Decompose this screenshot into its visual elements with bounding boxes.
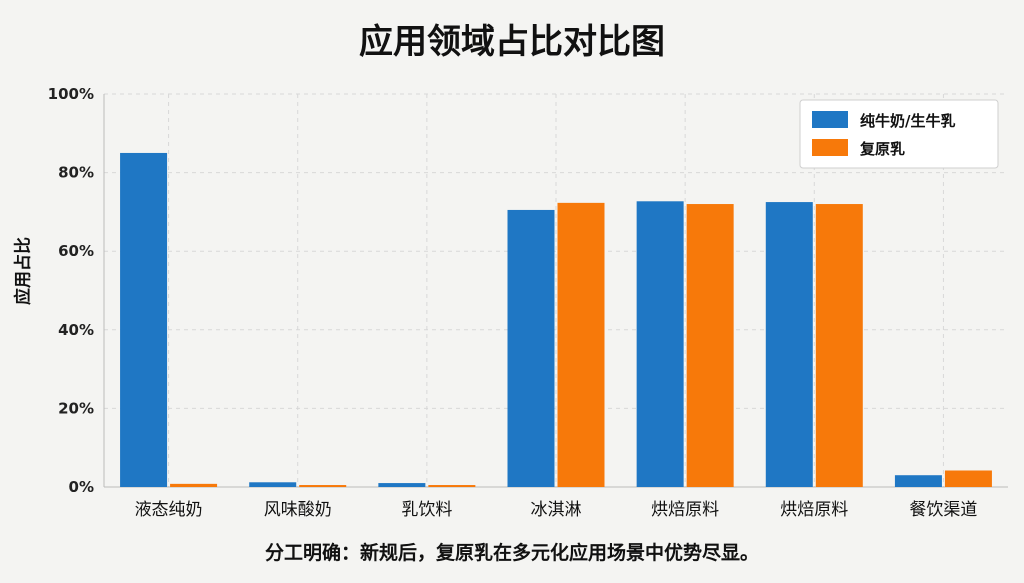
legend-label: 纯牛奶/生牛乳 [860, 112, 955, 130]
bar [765, 202, 813, 487]
y-tick-label: 60% [58, 242, 94, 260]
bar [636, 201, 684, 487]
bar [170, 483, 218, 487]
bar [299, 485, 347, 487]
chart-title: 应用领域占比对比图 [359, 22, 665, 62]
x-tick-label: 餐饮渠道 [909, 500, 977, 520]
bar [686, 204, 734, 488]
y-tick-label: 20% [58, 399, 94, 417]
y-tick-label: 100% [48, 85, 94, 103]
x-tick-label: 烘焙原料 [651, 500, 719, 520]
bar [894, 475, 942, 487]
y-tick-label: 40% [58, 321, 94, 339]
y-tick-label: 80% [58, 164, 94, 182]
y-tick-label: 0% [69, 478, 94, 496]
x-tick-labels: 液态纯奶 风味酸奶 乳饮料 冰淇淋 烘焙原料 烘焙原料 餐饮渠道 [135, 500, 978, 520]
bar [815, 204, 863, 488]
bar [249, 482, 297, 487]
bar [944, 470, 992, 487]
x-tick-label: 风味酸奶 [264, 500, 332, 520]
chart-caption: 分工明确：新规后，复原乳在多元化应用场景中优势尽显。 [264, 542, 759, 564]
x-tick-label: 冰淇淋 [531, 500, 582, 520]
bar [120, 152, 168, 487]
x-tick-label: 乳饮料 [401, 500, 452, 520]
bar [428, 485, 476, 487]
bar [378, 483, 426, 487]
legend-swatch [812, 139, 848, 156]
bar [557, 202, 605, 487]
x-tick-label: 烘焙原料 [780, 500, 848, 520]
bar [507, 209, 555, 487]
x-tick-label: 液态纯奶 [135, 500, 203, 520]
legend-label: 复原乳 [859, 140, 905, 158]
legend-swatch [812, 111, 848, 128]
legend-box [799, 99, 999, 169]
bars [120, 152, 992, 488]
y-tick-labels: 0% 20% 40% 60% 80% 100% [48, 85, 94, 496]
